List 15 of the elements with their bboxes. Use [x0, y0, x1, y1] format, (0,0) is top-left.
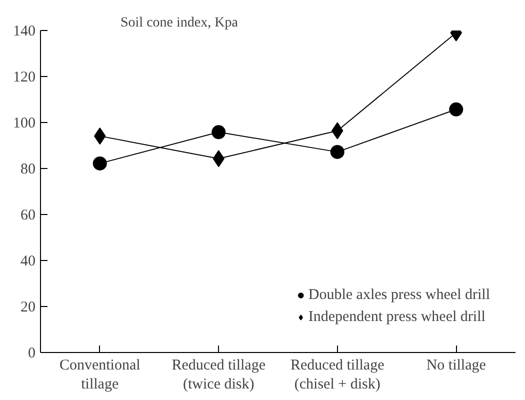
y-tick-label: 40	[20, 254, 36, 270]
y-tick-label: 120	[13, 70, 36, 86]
x-tick-label: Reduced tillage (twice disk)	[172, 358, 266, 393]
y-tick-label: 60	[20, 208, 36, 224]
y-tick-label: 0	[28, 346, 36, 362]
legend-label: Double axles press wheel drill	[308, 286, 490, 304]
x-tick-label: Reduced tillage (chisel + disk)	[290, 358, 385, 393]
x-tick-label: Conventional tillage	[59, 358, 140, 393]
y-tick-label: 140	[13, 24, 36, 40]
x-tick-label: No tillage	[426, 358, 486, 374]
y-axis-title: Soil cone index, Kpa	[120, 16, 239, 30]
y-tick-label: 80	[20, 162, 36, 178]
legend-label: Independent press wheel drill	[308, 308, 486, 326]
y-tick-label: 20	[20, 300, 36, 316]
y-tick-label: 100	[13, 116, 36, 132]
